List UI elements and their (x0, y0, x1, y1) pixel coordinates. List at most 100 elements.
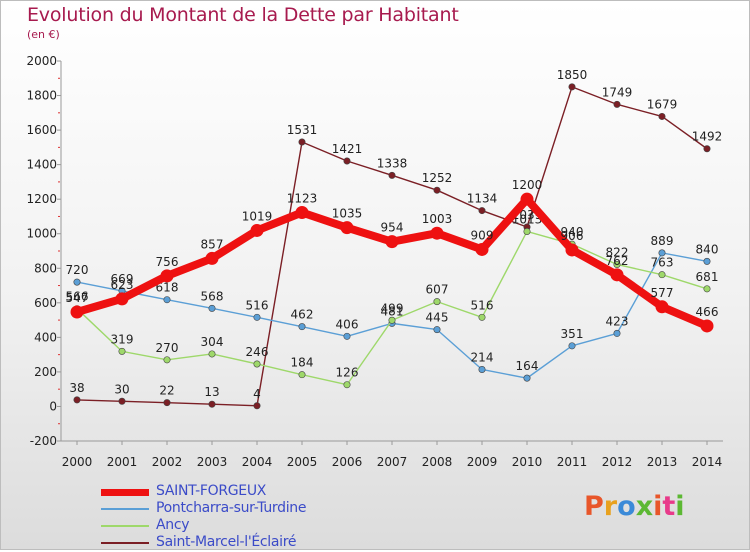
data-label: 954 (381, 221, 404, 235)
data-label: 669 (111, 272, 134, 286)
data-label: 164 (516, 359, 539, 373)
data-label: 184 (291, 356, 314, 370)
logo-letter: t (662, 491, 676, 522)
data-label: 406 (336, 317, 359, 331)
data-label: 319 (111, 332, 134, 346)
y-tick-label: 600 (34, 296, 57, 310)
x-tick-label: 2003 (197, 455, 228, 469)
x-tick-label: 2001 (107, 455, 138, 469)
data-label: 1421 (332, 142, 363, 156)
data-point (658, 271, 666, 279)
data-point (703, 145, 711, 153)
logo-letter: i (653, 491, 663, 522)
data-point (73, 278, 81, 286)
y-tick-label: 1800 (26, 89, 57, 103)
data-label: 681 (696, 270, 719, 284)
legend-swatch (101, 525, 149, 527)
data-label: 568 (201, 289, 224, 303)
chart-title: Evolution du Montant de la Dette par Hab… (27, 4, 459, 26)
data-point (295, 205, 309, 219)
logo-letter: o (617, 491, 636, 522)
data-label: 481 (381, 304, 404, 318)
data-point (478, 313, 486, 321)
data-label: 763 (651, 256, 674, 270)
data-label: 1749 (602, 85, 633, 99)
x-tick-label: 2008 (422, 455, 453, 469)
data-point (523, 227, 531, 235)
data-point (208, 350, 216, 358)
data-point (253, 360, 261, 368)
x-tick-label: 2000 (62, 455, 93, 469)
data-label: 516 (246, 298, 269, 312)
x-tick-label: 2014 (692, 455, 723, 469)
data-label: 909 (471, 228, 494, 242)
data-label: 1252 (422, 171, 453, 185)
data-label: 214 (471, 350, 494, 364)
chart-unit: (en €) (27, 28, 60, 41)
data-point (250, 223, 264, 237)
data-point (703, 257, 711, 265)
proxiti-logo: Proxiti (584, 491, 685, 522)
data-point (613, 100, 621, 108)
data-label: 1492 (692, 130, 723, 144)
data-point (613, 329, 621, 337)
x-tick-label: 2013 (647, 455, 678, 469)
data-point (388, 316, 396, 324)
data-point (163, 296, 171, 304)
data-point (565, 243, 579, 257)
data-point (115, 292, 129, 306)
data-point (433, 298, 441, 306)
data-label: 822 (606, 245, 629, 259)
data-point (163, 356, 171, 364)
data-label: 940 (561, 225, 584, 239)
data-label: 126 (336, 366, 359, 380)
data-label: 4 (253, 387, 261, 401)
data-label: 1123 (287, 191, 318, 205)
data-label: 1019 (242, 209, 273, 223)
data-label: 566 (66, 290, 89, 304)
y-tick-label: 1600 (26, 123, 57, 137)
data-label: 1531 (287, 123, 318, 137)
x-tick-label: 2002 (152, 455, 183, 469)
y-tick-label: -200 (30, 434, 57, 448)
data-point (298, 138, 306, 146)
data-label: 857 (201, 237, 224, 251)
data-point (208, 304, 216, 312)
data-point (655, 300, 669, 314)
data-point (658, 249, 666, 257)
data-label: 22 (159, 384, 174, 398)
data-point (433, 186, 441, 194)
data-point (118, 397, 126, 405)
data-point (700, 319, 714, 333)
data-label: 1013 (512, 212, 543, 226)
data-label: 1338 (377, 156, 408, 170)
data-label: 270 (156, 341, 179, 355)
data-point (160, 269, 174, 283)
logo-letter: P (584, 491, 604, 522)
logo-letter: i (675, 491, 685, 522)
data-label: 547 (66, 291, 89, 305)
data-label: 889 (651, 234, 674, 248)
data-label: 13 (204, 385, 219, 399)
data-label: 1679 (647, 97, 678, 111)
data-point (340, 221, 354, 235)
data-label: 30 (114, 382, 129, 396)
data-point (703, 285, 711, 293)
data-point (343, 381, 351, 389)
data-label: 38 (69, 381, 84, 395)
data-label: 840 (696, 242, 719, 256)
data-point (343, 332, 351, 340)
data-point (208, 400, 216, 408)
legend-swatch (101, 542, 149, 544)
data-label: 577 (651, 286, 674, 300)
x-tick-label: 2011 (557, 455, 588, 469)
x-tick-label: 2005 (287, 455, 318, 469)
data-point (388, 171, 396, 179)
data-label: 462 (291, 308, 314, 322)
data-label: 1003 (422, 212, 453, 226)
logo-letter: r (603, 491, 618, 522)
legend-swatch (101, 508, 149, 510)
data-label: 618 (156, 281, 179, 295)
data-point (70, 305, 84, 319)
